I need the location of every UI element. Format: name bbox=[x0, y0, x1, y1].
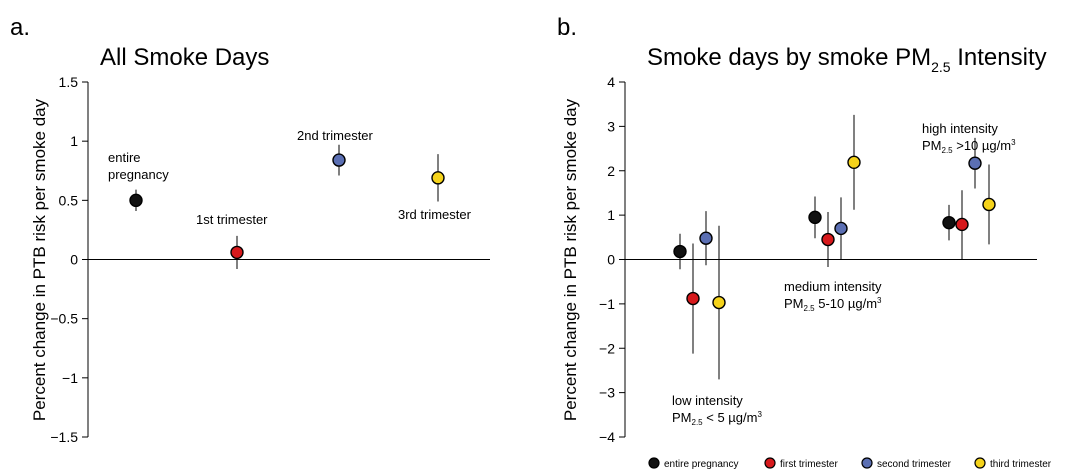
legend-label: first trimester bbox=[780, 459, 838, 469]
panel-b-first-trimester-point bbox=[821, 232, 835, 247]
panel-b-first-trimester-point bbox=[955, 217, 969, 232]
panel-a-title: All Smoke Days bbox=[100, 44, 269, 71]
group-medium-pm-sub: 2.5 bbox=[804, 304, 816, 313]
panel-b-first-trimester-point bbox=[686, 291, 700, 306]
panel-b-second-trimester-point bbox=[834, 221, 848, 236]
legend-marker bbox=[861, 457, 873, 469]
group-medium-pm-text: PM bbox=[784, 296, 804, 311]
group-high-pm-rest: >10 µg/m bbox=[953, 138, 1011, 153]
panel-a-second-trimester-point bbox=[332, 153, 346, 167]
panel-b-y-tick-label: −4 bbox=[599, 429, 615, 445]
group-high-name: high intensity bbox=[922, 121, 998, 136]
panel-b-y-tick-label: 3 bbox=[607, 118, 615, 134]
panel-a-third-trimester-point bbox=[431, 171, 445, 185]
group-medium-name: medium intensity bbox=[784, 279, 882, 294]
group-low-pm-sub: 2.5 bbox=[692, 418, 704, 427]
group-medium-pm-sup: 3 bbox=[877, 296, 882, 305]
panel-b-y-tick-label: 4 bbox=[607, 74, 615, 90]
panel-b-marks bbox=[673, 114, 996, 380]
panel-b-y-tick-label: 2 bbox=[607, 163, 615, 179]
panel-b-second-trimester-point bbox=[968, 156, 982, 170]
panel-b-axis: 4 3 2 1 0 −1 −2 −3 −4 bbox=[599, 74, 1037, 445]
panel-b-y-tick-label: −3 bbox=[599, 385, 615, 401]
group-high-pm-text: PM bbox=[922, 138, 942, 153]
panel-b-title-sub: 2.5 bbox=[931, 59, 951, 75]
panel-b-ylabel: Percent change in PTB risk per smoke day bbox=[561, 98, 580, 421]
panel-a-marks bbox=[129, 144, 445, 269]
group-low-pm-text: PM bbox=[672, 410, 692, 425]
panel-b-y-tick-label: −2 bbox=[599, 340, 615, 356]
group-low-pm: PM2.5 < 5 µg/m3 bbox=[672, 410, 762, 427]
panel-b-second-trimester-point bbox=[699, 231, 713, 245]
panel-a-y-tick-label: 1 bbox=[70, 133, 78, 149]
panel-b-third-trimester-point bbox=[847, 155, 861, 170]
panel-b-y-tick-label: −1 bbox=[599, 296, 615, 312]
group-low-pm-sup: 3 bbox=[757, 410, 762, 419]
legend-label: second trimester bbox=[877, 459, 952, 469]
panel-b-entire-pregnancy-point bbox=[808, 210, 822, 225]
panel-a-entire-pregnancy-point bbox=[129, 193, 143, 208]
panel-a-y-tick-label: −0.5 bbox=[50, 311, 78, 327]
annotation-third: 3rd trimester bbox=[398, 207, 472, 222]
panel-b-letter: b. bbox=[557, 14, 577, 41]
panel-b-entire-pregnancy-point bbox=[942, 215, 956, 230]
group-high-pm-sub: 2.5 bbox=[942, 146, 954, 155]
panel-b-title-main: Smoke days by smoke PM bbox=[647, 44, 931, 71]
panel-b-title: Smoke days by smoke PM2.5 Intensity bbox=[647, 44, 1047, 75]
panel-b-third-trimester-point bbox=[982, 197, 996, 212]
panel-a-letter: a. bbox=[10, 14, 30, 41]
legend-marker bbox=[764, 457, 776, 469]
annotation-entire-line2: pregnancy bbox=[108, 167, 169, 182]
panel-b-y-tick-label: 1 bbox=[607, 207, 615, 223]
panel-a-y-tick-label: −1.5 bbox=[50, 429, 78, 445]
group-medium-pm-rest: 5-10 µg/m bbox=[815, 296, 877, 311]
legend-label: third trimester bbox=[990, 459, 1052, 469]
panel-a-ylabel: Percent change in PTB risk per smoke day bbox=[30, 98, 49, 421]
annotation-second: 2nd trimester bbox=[297, 128, 374, 143]
panel-b-entire-pregnancy-point bbox=[673, 244, 687, 259]
group-medium-pm: PM2.5 5-10 µg/m3 bbox=[784, 296, 882, 313]
panel-b-third-trimester-point bbox=[712, 295, 726, 310]
panel-a-y-tick-label: 1.5 bbox=[59, 74, 79, 90]
panel-a-axis: 1.5 1 0.5 0 −0.5 −1 −1.5 bbox=[50, 74, 490, 445]
legend-label: entire pregnancy bbox=[664, 459, 739, 469]
panel-a-y-tick-label: 0 bbox=[70, 252, 78, 268]
legend-marker bbox=[648, 457, 660, 469]
group-low-name: low intensity bbox=[672, 393, 743, 408]
annotation-first: 1st trimester bbox=[196, 212, 268, 227]
group-high-pm: PM2.5 >10 µg/m3 bbox=[922, 138, 1016, 155]
group-low-pm-rest: < 5 µg/m bbox=[703, 410, 758, 425]
legend-marker bbox=[974, 457, 986, 469]
panel-a-y-tick-label: 0.5 bbox=[59, 192, 79, 208]
annotation-entire-line1: entire bbox=[108, 150, 141, 165]
panel-b-title-end: Intensity bbox=[951, 44, 1047, 71]
panel-a-first-trimester-point bbox=[230, 245, 244, 260]
group-high-pm-sup: 3 bbox=[1011, 138, 1016, 147]
legend: entire pregnancy first trimester second tr… bbox=[648, 457, 1052, 469]
panel-a-y-tick-label: −1 bbox=[62, 370, 78, 386]
panel-b-y-tick-label: 0 bbox=[607, 252, 615, 268]
